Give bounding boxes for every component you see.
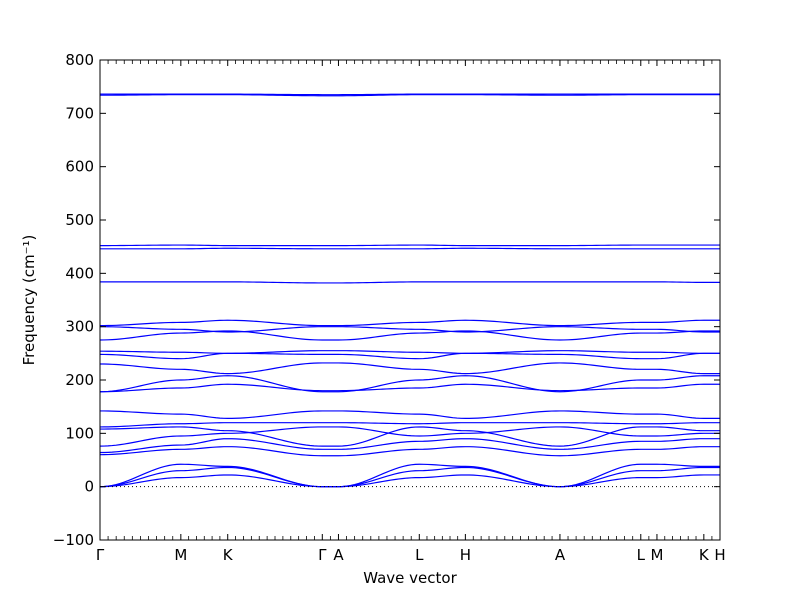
dispersion-branch: [99, 326, 720, 333]
dispersion-branch: [100, 247, 720, 250]
y-tick-label: 700: [65, 104, 94, 122]
x-tick-label: L: [637, 546, 646, 564]
y-tick-label: 300: [65, 318, 94, 336]
x-tick-label: M: [174, 546, 187, 564]
dispersion-branch: [99, 466, 720, 488]
y-axis-label: Frequency (cm⁻¹): [20, 235, 38, 366]
dispersion-branch: [99, 426, 720, 447]
dispersion-branch: [99, 352, 720, 360]
x-tick-label: K: [699, 546, 710, 564]
y-tick-label: 200: [65, 371, 94, 389]
y-axis-ticks: −100 0 100 200 300 400 500 600 700 800: [53, 51, 720, 549]
y-tick-label: 0: [84, 478, 94, 496]
dispersion-branch: [99, 319, 720, 327]
dispersion-branch: [100, 93, 720, 96]
y-tick-label: −100: [53, 531, 94, 549]
x-tick-label: H: [460, 546, 471, 564]
y-tick-label: 600: [65, 158, 94, 176]
dispersion-branch: [99, 474, 720, 488]
dispersion-branch: [100, 244, 720, 247]
x-tick-label: H: [714, 546, 725, 564]
x-tick-label: A: [555, 546, 566, 564]
x-tick-label: Γ: [318, 546, 327, 564]
y-tick-label: 100: [65, 424, 94, 442]
x-axis-label: Wave vector: [363, 569, 457, 587]
dispersion-branch: [99, 375, 720, 393]
minor-ticks: [107, 60, 713, 540]
dispersion-branch: [99, 350, 720, 354]
dispersion-branch: [99, 330, 720, 341]
y-tick-label: 800: [65, 51, 94, 69]
y-tick-label: 500: [65, 211, 94, 229]
dispersion-branch: [100, 281, 720, 284]
x-tick-label: L: [415, 546, 424, 564]
dispersion-branch: [99, 463, 720, 488]
dispersion-branch: [99, 426, 720, 447]
plot-frame: [99, 59, 721, 541]
dispersion-branch: [99, 383, 720, 393]
dispersion-branch: [99, 362, 720, 375]
dispersion-branch: [99, 422, 720, 428]
x-tick-label: M: [650, 546, 663, 564]
x-tick-label: Γ: [96, 546, 105, 564]
dispersion-branch: [100, 94, 720, 97]
x-tick-label: K: [223, 546, 234, 564]
series-layer: [99, 93, 720, 488]
dispersion-branch: [99, 446, 720, 457]
dispersion-branch: [99, 438, 720, 454]
x-tick-label: A: [333, 546, 344, 564]
dispersion-branch: [99, 410, 720, 420]
y-tick-label: 400: [65, 264, 94, 282]
